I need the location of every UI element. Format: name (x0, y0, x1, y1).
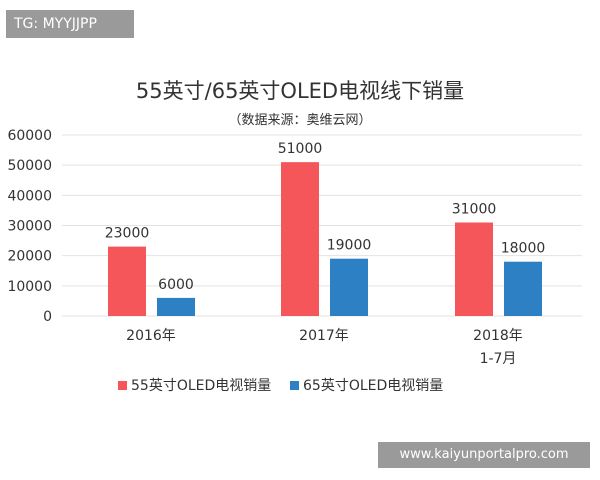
data-label: 51000 (278, 141, 323, 157)
chart-title: 55英寸/65英寸OLED电视线下销量 (136, 79, 464, 103)
x-tick-label: 2016年 (126, 328, 176, 344)
y-tick-label: 10000 (7, 279, 52, 295)
y-tick-label: 30000 (7, 219, 52, 235)
data-label: 19000 (327, 238, 372, 254)
bar-chart: 55英寸/65英寸OLED电视线下销量 （数据来源：奥维云网） 0 10000 20… (7, 79, 582, 394)
bar (504, 261, 542, 316)
y-tick-label: 0 (43, 309, 52, 325)
bar (281, 162, 319, 316)
data-label: 18000 (501, 241, 546, 257)
x-axis-ticks: 2016年 2017年 2018年 1-7月 (126, 328, 523, 367)
data-label: 6000 (158, 277, 194, 293)
legend-swatch (118, 381, 127, 390)
bar (108, 246, 146, 316)
x-tick-label: 2017年 (299, 328, 349, 344)
gridlines (62, 134, 582, 317)
y-axis-ticks: 0 10000 20000 30000 40000 50000 60000 (7, 128, 52, 325)
legend-label: 55英寸OLED电视销量 (131, 377, 271, 394)
corner-tag: TG: MYYJJPP (6, 10, 134, 38)
watermark: www.kaiyunportalpro.com (378, 442, 590, 468)
chart-subtitle: （数据来源：奥维云网） (228, 113, 371, 128)
bar (455, 222, 493, 316)
y-tick-label: 20000 (7, 249, 52, 265)
data-labels: 23000 51000 31000 6000 19000 18000 (105, 141, 546, 293)
bar (330, 258, 368, 316)
legend: 55英寸OLED电视销量 65英寸OLED电视销量 (118, 377, 443, 394)
data-label: 31000 (452, 201, 497, 217)
x-tick-label: 2018年 1-7月 (473, 328, 523, 367)
y-tick-label: 60000 (7, 128, 52, 144)
y-tick-label: 40000 (7, 188, 52, 204)
legend-label: 65英寸OLED电视销量 (303, 377, 443, 394)
bar (157, 297, 195, 316)
bars (108, 162, 542, 316)
legend-swatch (290, 381, 299, 390)
data-label: 23000 (105, 226, 150, 242)
y-tick-label: 50000 (7, 158, 52, 174)
